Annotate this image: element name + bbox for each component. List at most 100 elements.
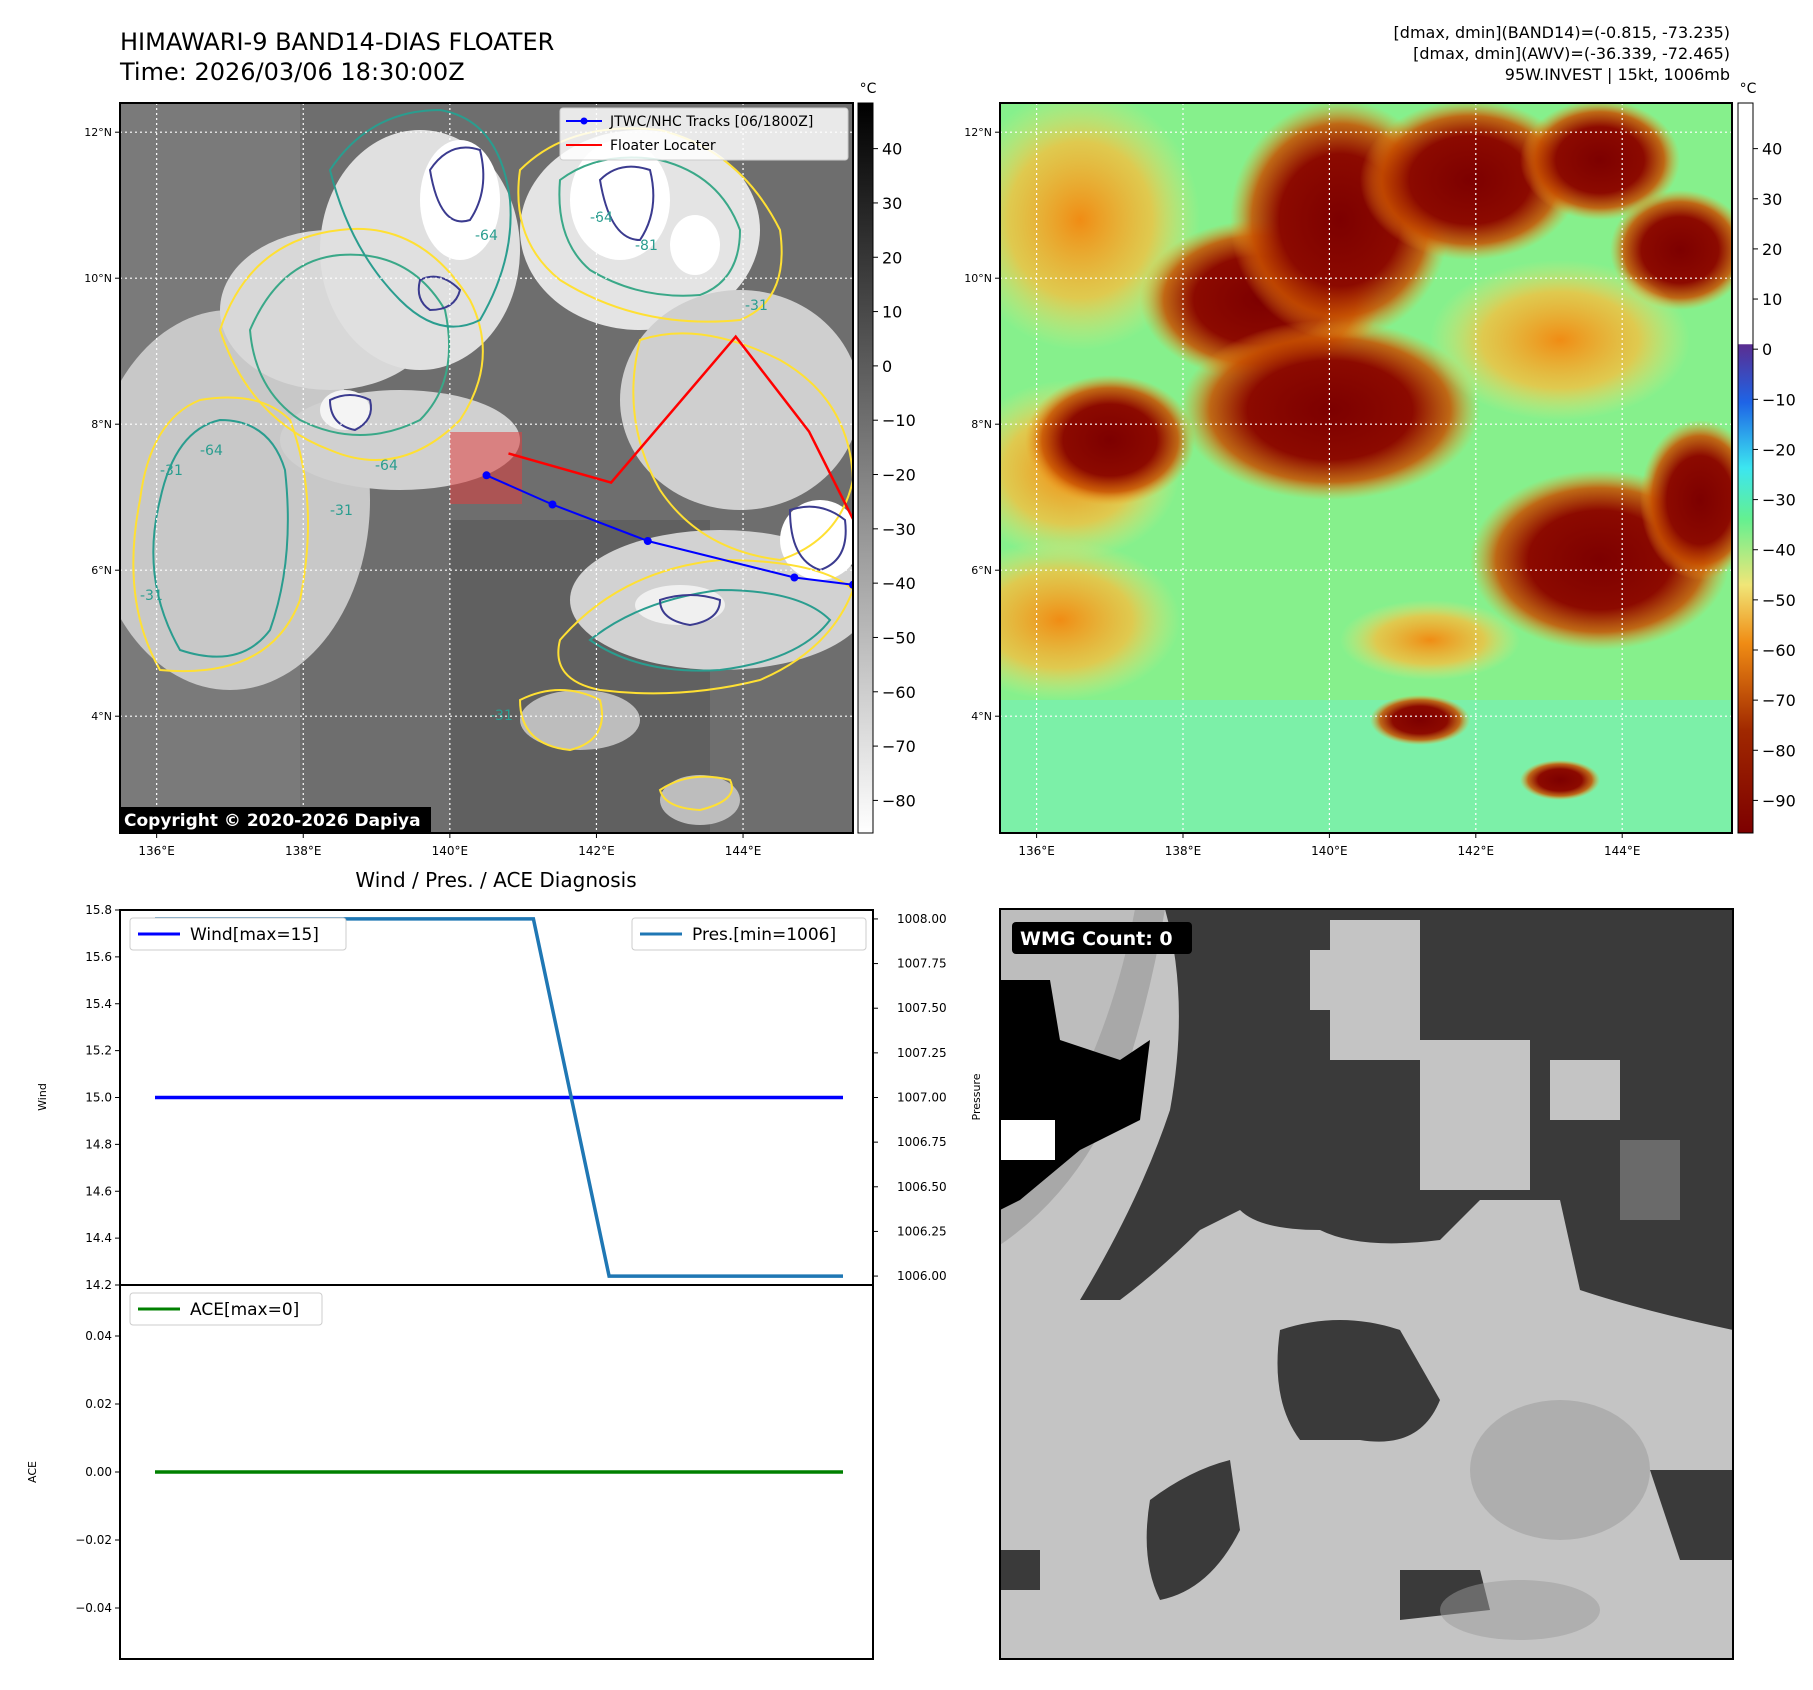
pressure-ytick-label: 1007.00 bbox=[897, 1091, 947, 1105]
ir-colorbar-ticks: 40 30 20 10 0 −10 −20 −30 −40 −50 −60 −70 −80 bbox=[873, 140, 916, 810]
contour-label: -64 bbox=[200, 443, 223, 459]
contour-label: -31 bbox=[140, 588, 163, 604]
wind-ytick-label: 15.4 bbox=[85, 997, 112, 1011]
colorbar-tick-label: 0 bbox=[882, 357, 892, 376]
ace-panel: ACE 0.04 0.02 0.00 −0.02 −0.04 ACE[max=0] bbox=[26, 1284, 874, 1660]
contour-label: -31 bbox=[745, 298, 768, 314]
lon-tick-label: 138°E bbox=[1165, 844, 1202, 858]
colorbar-tick-label: −70 bbox=[882, 737, 916, 756]
wmg-panel: WMG Count: 0 bbox=[999, 908, 1734, 1660]
pressure-ytick-label: 1006.50 bbox=[897, 1180, 947, 1194]
awv-imagery bbox=[1000, 103, 1732, 833]
awv-gridlines bbox=[1000, 103, 1732, 833]
lat-tick-label: 4°N bbox=[91, 710, 112, 723]
awv-frame bbox=[999, 102, 1733, 834]
colorbar-tick-label: −80 bbox=[1762, 741, 1796, 760]
lon-tick-label: 144°E bbox=[1604, 844, 1641, 858]
contour-label: -64 bbox=[590, 210, 613, 226]
awv-axes: 136°E 138°E 140°E 142°E 144°E 12°N 10°N 8°N 6°N 4… bbox=[964, 126, 1640, 858]
colorbar-tick-label: 30 bbox=[1762, 190, 1782, 209]
lat-tick-label: 8°N bbox=[91, 418, 112, 431]
lon-tick-label: 140°E bbox=[432, 844, 469, 858]
lon-tick-label: 142°E bbox=[1458, 844, 1495, 858]
colorbar-tick-label: −50 bbox=[1762, 591, 1796, 610]
lat-tick-label: 10°N bbox=[84, 272, 112, 285]
contour-label: -31 bbox=[330, 503, 353, 519]
ir-legend: JTWC/NHC Tracks [06/1800Z] Floater Locat… bbox=[559, 107, 849, 161]
pressure-legend-label: Pres.[min=1006] bbox=[692, 925, 836, 945]
awv-panel: 136°E 138°E 140°E 142°E 144°E 12°N 10°N 8°N 6°N 4… bbox=[964, 81, 1796, 858]
wind-ytick-label: 15.8 bbox=[85, 903, 112, 917]
ir-panel: -64 -31 -31 -64 -31 -81 -64 -31 -64 -31 … bbox=[84, 81, 916, 858]
diagnosis-title: Wind / Pres. / ACE Diagnosis bbox=[355, 868, 636, 892]
floater-locater-line bbox=[508, 334, 853, 520]
lon-tick-label: 144°E bbox=[725, 844, 762, 858]
lat-tick-label: 4°N bbox=[971, 710, 992, 723]
figure-title: HIMAWARI-9 BAND14-DIAS FLOATER bbox=[120, 28, 554, 56]
contour-label: -64 bbox=[375, 458, 398, 474]
wind-ytick-label: 14.8 bbox=[85, 1137, 112, 1151]
colorbar-tick-label: −10 bbox=[882, 411, 916, 430]
jtwc-track-point bbox=[790, 573, 799, 582]
copyright-box bbox=[120, 807, 431, 833]
colorbar-tick-label: −80 bbox=[882, 791, 916, 810]
colorbar-tick-label: −10 bbox=[1762, 390, 1796, 409]
pressure-ytick-label: 1008.00 bbox=[897, 912, 947, 926]
wmg-imagery bbox=[1000, 909, 1733, 1659]
colorbar-tick-label: −30 bbox=[882, 520, 916, 539]
pressure-ytick-label: 1006.00 bbox=[897, 1269, 947, 1283]
awv-colorbar-ticks: 40 30 20 10 0 −10 −20 −30 −40 −50 −60 −70 −80 −90 bbox=[1753, 140, 1796, 810]
lat-tick-label: 10°N bbox=[964, 272, 992, 285]
wind-legend: Wind[max=15] bbox=[129, 917, 347, 951]
legend-track-marker bbox=[580, 117, 588, 125]
ir-imagery: -64 -31 -31 -64 -31 -81 -64 -31 -64 -31 … bbox=[120, 103, 853, 833]
wmg-badge-box bbox=[1012, 922, 1192, 954]
ir-axes: 136°E 138°E 140°E 142°E 144°E 12°N 10°N 8°N 6°N 4… bbox=[84, 126, 761, 858]
ace-legend: ACE[max=0] bbox=[129, 1292, 323, 1326]
colorbar-tick-label: −20 bbox=[882, 466, 916, 485]
ace-ylabel: ACE bbox=[26, 1461, 39, 1483]
stats-band14: [dmax, dmin](BAND14)=(-0.815, -73.235) bbox=[1394, 23, 1730, 42]
lat-tick-label: 12°N bbox=[84, 126, 112, 139]
colorbar-tick-label: −70 bbox=[1762, 691, 1796, 710]
lon-tick-label: 136°E bbox=[138, 844, 175, 858]
colorbar-tick-label: −60 bbox=[1762, 641, 1796, 660]
pressure-ytick-label: 1006.75 bbox=[897, 1135, 947, 1149]
lon-tick-label: 136°E bbox=[1018, 844, 1055, 858]
wind-ytick-label: 15.2 bbox=[85, 1044, 112, 1058]
wind-axes: 15.8 15.6 15.4 15.2 15.0 14.8 14.6 14.4 14.2 1008… bbox=[85, 903, 946, 1292]
wmg-badge-text: WMG Count: 0 bbox=[1020, 928, 1173, 950]
wind-ytick-label: 15.6 bbox=[85, 950, 112, 964]
colorbar-tick-label: −60 bbox=[882, 683, 916, 702]
ace-ytick-label: 0.04 bbox=[85, 1329, 112, 1343]
colorbar-tick-label: 10 bbox=[882, 303, 902, 322]
colorbar-tick-label: 30 bbox=[882, 194, 902, 213]
colorbar-tick-label: 20 bbox=[882, 248, 902, 267]
figure-time: Time: 2026/03/06 18:30:00Z bbox=[119, 58, 465, 86]
wind-ytick-label: 14.2 bbox=[85, 1278, 112, 1292]
wind-ytick-label: 15.0 bbox=[85, 1091, 112, 1105]
ace-ytick-label: 0.00 bbox=[85, 1465, 112, 1479]
colorbar-tick-label: −50 bbox=[882, 628, 916, 647]
lat-tick-label: 6°N bbox=[971, 564, 992, 577]
pressure-ylabel: Pressure bbox=[970, 1073, 983, 1120]
wind-ylabel: Wind bbox=[36, 1083, 49, 1111]
contour-label: -64 bbox=[475, 228, 498, 244]
colorbar-tick-label: 40 bbox=[882, 140, 902, 159]
pressure-legend: Pres.[min=1006] bbox=[631, 917, 867, 951]
legend-floater-label: Floater Locater bbox=[610, 138, 716, 154]
storm-info: 95W.INVEST | 15kt, 1006mb bbox=[1505, 65, 1730, 84]
lat-tick-label: 8°N bbox=[971, 418, 992, 431]
wind-legend-label: Wind[max=15] bbox=[190, 925, 319, 945]
wind-ytick-label: 14.6 bbox=[85, 1184, 112, 1198]
jtwc-track-point bbox=[643, 537, 652, 545]
legend-track-label: JTWC/NHC Tracks [06/1800Z] bbox=[609, 114, 813, 130]
awv-colorbar bbox=[1737, 102, 1754, 834]
lon-tick-label: 142°E bbox=[578, 844, 615, 858]
diagnosis-panel: Wind / Pres. / ACE Diagnosis Wind Pressu… bbox=[36, 868, 983, 1292]
ir-colorbar-unit: °C bbox=[860, 81, 877, 97]
colorbar-tick-label: 0 bbox=[1762, 340, 1772, 359]
wind-series bbox=[155, 917, 843, 1278]
pressure-ytick-label: 1007.25 bbox=[897, 1046, 947, 1060]
ace-ytick-label: −0.04 bbox=[75, 1601, 112, 1615]
